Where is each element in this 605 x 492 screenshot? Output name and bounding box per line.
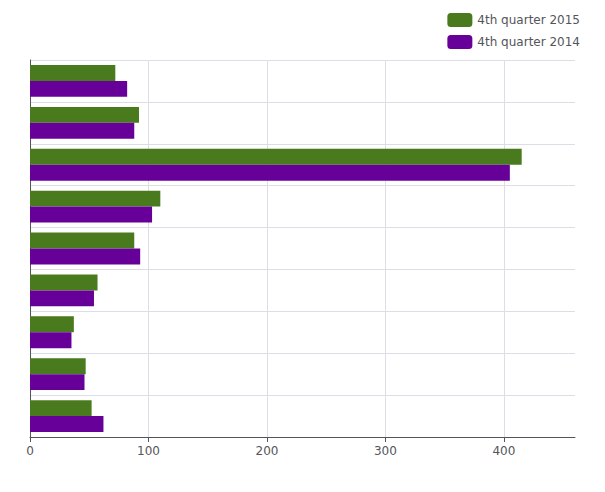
svg-text:100: 100 bbox=[137, 444, 160, 458]
svg-text:4th quarter 2015: 4th quarter 2015 bbox=[477, 13, 580, 27]
svg-text:400: 400 bbox=[492, 444, 515, 458]
svg-text:200: 200 bbox=[256, 444, 279, 458]
svg-text:0: 0 bbox=[26, 444, 34, 458]
svg-text:300: 300 bbox=[374, 444, 397, 458]
svg-text:4th quarter 2014: 4th quarter 2014 bbox=[477, 35, 580, 49]
